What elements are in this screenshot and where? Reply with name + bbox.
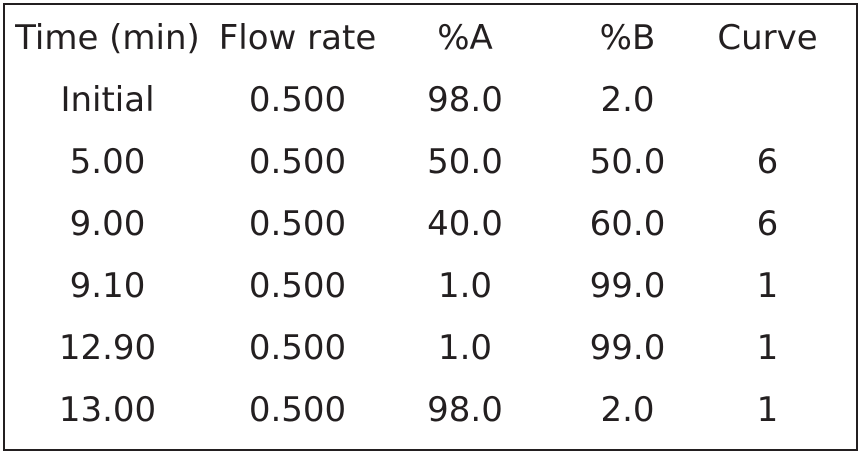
cell-time: 9.00 — [69, 204, 146, 244]
table-row: 5.00 0.500 50.0 50.0 6 — [5, 138, 856, 186]
cell-curve: 6 — [756, 142, 779, 182]
cell-time: 12.90 — [58, 328, 157, 368]
cell-percent-b: 2.0 — [600, 80, 655, 120]
cell-time: 5.00 — [69, 142, 146, 182]
header-time: Time (min) — [15, 18, 200, 58]
cell-time: Initial — [60, 80, 155, 120]
table-header-row: Time (min) Flow rate %A %B Curve — [5, 14, 856, 62]
cell-curve: 6 — [756, 204, 779, 244]
cell-percent-a: 98.0 — [427, 80, 503, 120]
cell-percent-a: 98.0 — [427, 390, 503, 430]
cell-curve: 1 — [756, 328, 779, 368]
cell-percent-b: 99.0 — [589, 328, 666, 368]
cell-flow-rate: 0.500 — [248, 266, 347, 306]
cell-flow-rate: 0.500 — [248, 142, 347, 182]
table-row: 9.00 0.500 40.0 60.0 6 — [5, 200, 856, 248]
cell-percent-a: 50.0 — [427, 142, 503, 182]
cell-flow-rate: 0.500 — [248, 328, 347, 368]
cell-percent-b: 50.0 — [589, 142, 666, 182]
cell-percent-a: 1.0 — [437, 328, 493, 368]
header-flow-rate: Flow rate — [218, 18, 377, 58]
header-percent-b: %B — [599, 18, 656, 58]
cell-percent-a: 40.0 — [427, 204, 503, 244]
table-row: Initial 0.500 98.0 2.0 — [5, 76, 856, 124]
cell-time: 13.00 — [58, 390, 157, 430]
cell-flow-rate: 0.500 — [248, 204, 347, 244]
cell-percent-b: 99.0 — [589, 266, 666, 306]
cell-percent-b: 60.0 — [589, 204, 666, 244]
cell-time: 9.10 — [69, 266, 146, 306]
cell-flow-rate: 0.500 — [248, 390, 347, 430]
cell-curve: 1 — [756, 390, 779, 430]
table-row: 12.90 0.500 1.0 99.0 1 — [5, 324, 856, 372]
cell-percent-a: 1.0 — [437, 266, 493, 306]
table-row: 9.10 0.500 1.0 99.0 1 — [5, 262, 856, 310]
header-percent-a: %A — [437, 18, 493, 58]
cell-percent-b: 2.0 — [600, 390, 655, 430]
header-curve: Curve — [717, 18, 818, 58]
table-row: 13.00 0.500 98.0 2.0 1 — [5, 386, 856, 434]
cell-curve: 1 — [756, 266, 779, 306]
gradient-table: Time (min) Flow rate %A %B Curve Initial… — [3, 3, 858, 451]
cell-flow-rate: 0.500 — [248, 80, 347, 120]
